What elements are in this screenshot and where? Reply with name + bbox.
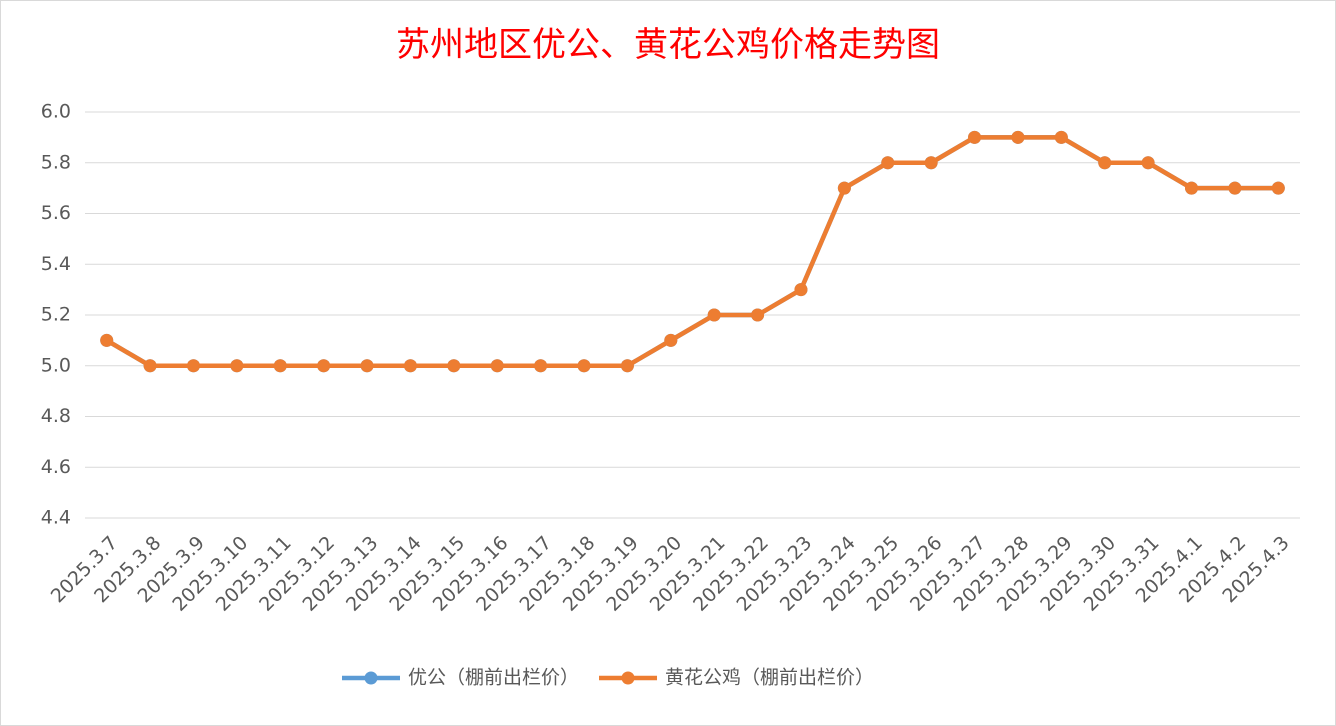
y-tick-label: 5.2 <box>41 304 71 326</box>
data-point <box>1141 156 1155 170</box>
data-point <box>837 181 851 195</box>
y-tick-label: 5.0 <box>41 354 71 376</box>
data-point <box>186 359 200 373</box>
data-point <box>360 359 374 373</box>
data-point <box>1054 130 1068 144</box>
y-tick-label: 5.6 <box>41 202 71 224</box>
data-point <box>447 359 461 373</box>
y-tick-label: 5.8 <box>41 151 71 173</box>
data-point <box>1228 181 1242 195</box>
y-tick-label: 4.4 <box>41 507 71 529</box>
y-tick-label: 4.8 <box>41 405 71 427</box>
data-point <box>751 308 765 322</box>
legend-label: 黄花公鸡（棚前出栏价） <box>665 667 874 689</box>
data-point <box>490 359 504 373</box>
data-point <box>1271 181 1285 195</box>
data-point <box>534 359 548 373</box>
data-point <box>968 130 982 144</box>
data-point <box>620 359 634 373</box>
data-point <box>707 308 721 322</box>
legend-label: 优公（棚前出栏价） <box>408 667 579 689</box>
data-point <box>664 333 678 347</box>
data-point <box>403 359 417 373</box>
y-tick-label: 5.4 <box>41 253 71 275</box>
data-point <box>577 359 591 373</box>
y-tick-label: 6.0 <box>41 101 71 123</box>
legend-marker <box>364 671 378 685</box>
data-point <box>230 359 244 373</box>
y-tick-label: 4.6 <box>41 456 71 478</box>
data-point <box>881 156 895 170</box>
legend-marker <box>621 671 635 685</box>
series-line <box>105 135 1279 368</box>
data-point <box>924 156 938 170</box>
data-point <box>317 359 331 373</box>
data-point <box>143 359 157 373</box>
data-point <box>1098 156 1112 170</box>
data-point <box>273 359 287 373</box>
data-point <box>1011 130 1025 144</box>
data-point <box>1185 181 1199 195</box>
data-point <box>794 283 808 297</box>
chart-title: 苏州地区优公、黄花公鸡价格走势图 <box>396 25 940 65</box>
data-point <box>100 333 114 347</box>
